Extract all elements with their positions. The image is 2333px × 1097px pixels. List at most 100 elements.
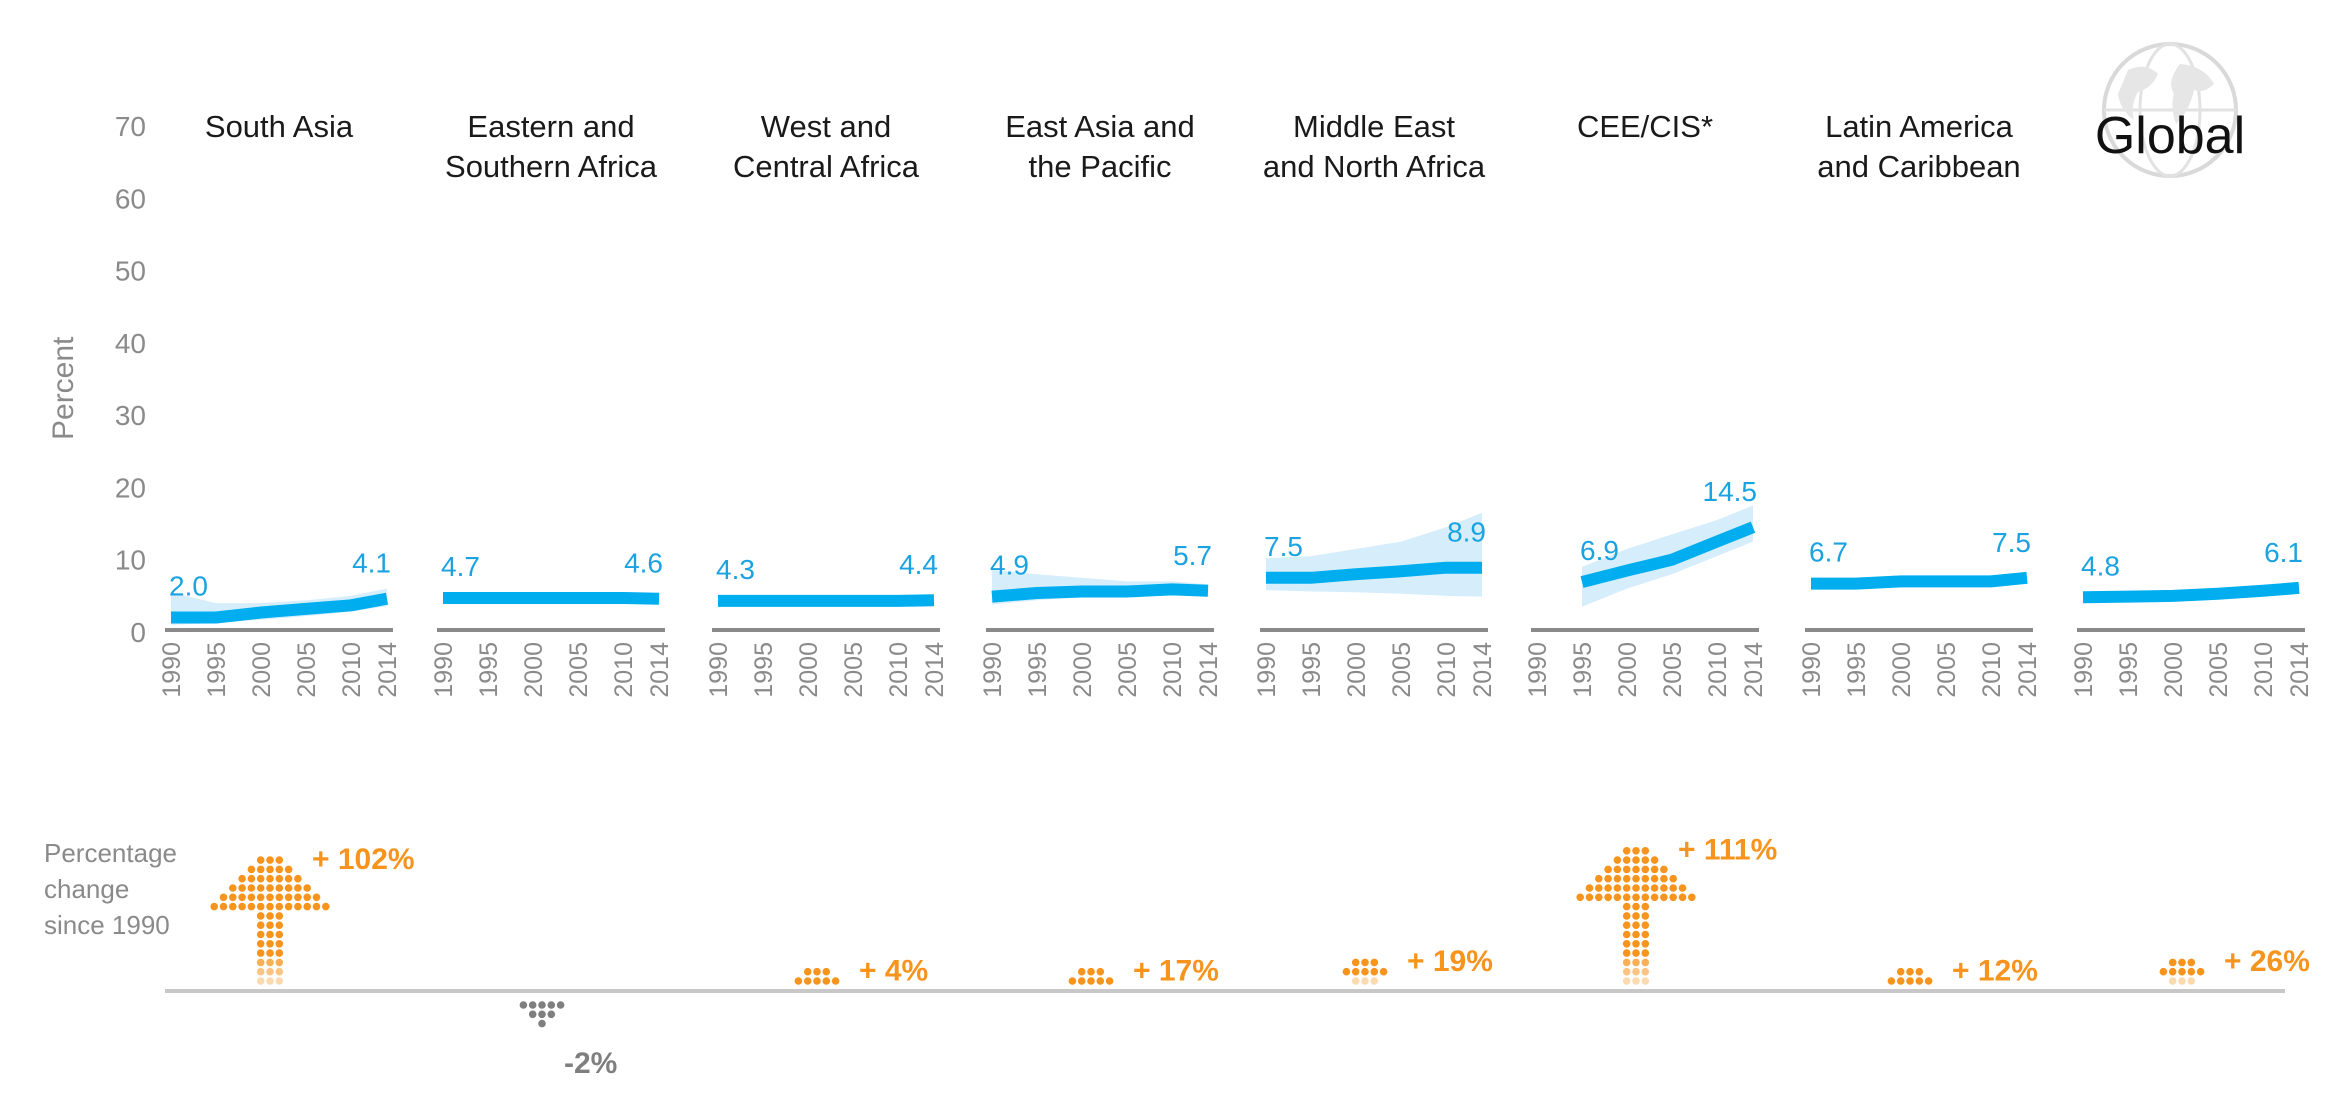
arrow-dot <box>1650 893 1659 902</box>
end-value-label: 4.1 <box>352 548 391 579</box>
change-section-label: Percentage change since 1990 <box>44 835 204 943</box>
change-value-label: + 4% <box>859 954 928 987</box>
arrow-dot <box>1915 967 1924 976</box>
panels: South Asia 2.0 4.1 1990 1995 2000 2005 2010 2014… <box>158 42 2314 698</box>
arrow-dot <box>1669 884 1677 892</box>
arrow-dot <box>803 977 812 985</box>
arrow-dot <box>822 967 831 976</box>
x-tick-label: 2010 <box>1433 642 1461 698</box>
arrow-dot <box>1576 893 1584 902</box>
change-value-label: -2% <box>564 1047 617 1080</box>
arrow-dot <box>1087 967 1095 976</box>
arrow-dot <box>303 884 312 892</box>
arrow-dot <box>210 902 218 911</box>
arrow-dot <box>2178 958 2186 967</box>
arrow-dot <box>1087 977 1095 985</box>
x-tick-label: 2000 <box>1614 642 1642 698</box>
arrow-dot <box>1370 977 1379 985</box>
end-value-label: 14.5 <box>1703 476 1758 507</box>
arrow-dot <box>229 902 237 911</box>
arrow-dot <box>266 912 274 920</box>
y-tick-label: 20 <box>115 472 146 503</box>
arrow-dot <box>275 930 284 939</box>
end-value-label: 8.9 <box>1447 517 1486 548</box>
arrow-dot <box>275 912 284 920</box>
x-tick-label: 1990 <box>1524 642 1552 698</box>
arrow-dot <box>247 893 256 902</box>
change-value-label: + 17% <box>1133 954 1219 987</box>
arrow-dot <box>266 921 274 929</box>
change-label-line: Percentage <box>44 838 177 868</box>
arrow-dot <box>1622 940 1631 948</box>
arrow-dot <box>1622 865 1631 874</box>
arrow-dot <box>1641 977 1650 985</box>
region-panel: Middle East and North Africa 7.5 8.9 1990 199… <box>1253 109 1497 698</box>
panel-title: South Asia <box>205 109 354 144</box>
arrow-dot <box>284 893 293 902</box>
arrow-dot <box>275 949 284 957</box>
arrow-dot <box>1595 874 1603 883</box>
y-tick-label: 60 <box>115 183 146 214</box>
x-tick-label: 2005 <box>293 642 321 698</box>
arrow-dot <box>266 893 274 902</box>
arrow-dot <box>1632 921 1640 929</box>
arrow-dot <box>1622 856 1631 864</box>
arrow-dot <box>1632 874 1640 883</box>
arrow-dot <box>238 874 246 883</box>
x-tick-label: 2005 <box>1388 642 1416 698</box>
change-arrow: + 26% <box>2159 945 2310 985</box>
arrow-dot <box>275 921 284 929</box>
arrow-dot <box>1669 893 1677 902</box>
arrow-dot <box>1660 884 1668 892</box>
change-arrow: + 102% <box>210 843 415 985</box>
arrow-dot <box>275 977 284 985</box>
change-label-line: change <box>44 874 130 904</box>
arrow-dot <box>266 874 274 883</box>
arrow-dot <box>294 893 302 902</box>
change-arrow: + 17% <box>1068 954 1219 987</box>
arrow-dot <box>1641 893 1650 902</box>
x-tick-label: 1990 <box>705 642 733 698</box>
arrow-dot <box>275 893 284 902</box>
arrow-dot <box>1613 865 1622 874</box>
arrow-dot <box>1096 967 1105 976</box>
arrow-dot <box>2187 967 2196 976</box>
arrow-dot <box>284 865 293 874</box>
arrow-dot <box>275 884 284 892</box>
arrow-dot <box>219 893 228 902</box>
arrow-dot <box>1632 902 1640 911</box>
change-arrow: + 111% <box>1576 834 1777 985</box>
arrow-dot <box>266 902 274 911</box>
y-tick-label: 40 <box>115 328 146 359</box>
arrow-dot <box>256 940 265 948</box>
panel-title: and Caribbean <box>1817 149 2020 184</box>
start-value-label: 4.3 <box>716 554 755 585</box>
arrow-dot <box>238 884 246 892</box>
arrow-dot <box>256 865 265 874</box>
x-tick-label: 2005 <box>565 642 593 698</box>
x-tick-label: 2014 <box>921 642 949 698</box>
x-tick-label: 1990 <box>158 642 186 698</box>
arrow-dot <box>275 874 284 883</box>
arrow-dot <box>266 865 274 874</box>
arrow-dot <box>1622 874 1631 883</box>
x-tick-label: 2010 <box>610 642 638 698</box>
arrow-dot <box>303 893 312 902</box>
arrow-dot <box>2187 977 2196 985</box>
x-tick-label: 2000 <box>1888 642 1916 698</box>
arrow-dot <box>303 902 312 911</box>
start-value-label: 4.9 <box>990 550 1029 581</box>
arrow-dot <box>1650 874 1659 883</box>
arrow-dot <box>256 967 265 976</box>
series-line <box>1811 571 2028 590</box>
y-tick-label: 70 <box>115 111 146 142</box>
arrow-dot <box>1632 930 1640 939</box>
panel-title: Middle East <box>1293 109 1455 144</box>
end-value-label: 5.7 <box>1173 540 1212 571</box>
arrow-dot <box>275 940 284 948</box>
arrow-dot <box>2178 977 2186 985</box>
arrow-dot <box>538 1010 546 1019</box>
arrow-dot <box>1924 977 1933 985</box>
x-tick-label: 1995 <box>2115 642 2143 698</box>
arrow-dot <box>794 977 803 985</box>
